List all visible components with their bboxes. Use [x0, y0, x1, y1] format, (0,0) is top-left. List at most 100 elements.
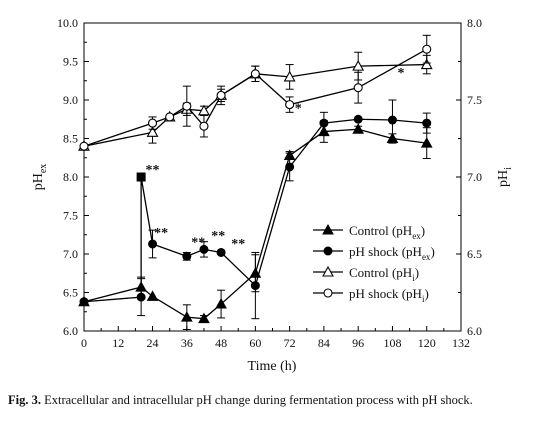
- series-layer: [78, 34, 433, 330]
- right-y-tick-label: 7.5: [467, 93, 482, 107]
- figure-caption: Fig. 3. Extracellular and intracellular …: [8, 392, 528, 408]
- data-point: [422, 44, 432, 54]
- caption-label: Fig. 3.: [8, 393, 41, 407]
- data-point: [353, 83, 363, 93]
- legend-label: pH shock (pHex): [349, 244, 435, 262]
- legend-label-close: ): [430, 244, 434, 259]
- legend-label-base: Control (pH: [349, 223, 412, 238]
- x-tick-label: 108: [383, 336, 401, 350]
- data-point: [250, 69, 260, 79]
- legend-label-close: ): [421, 223, 425, 238]
- data-point: [79, 297, 89, 307]
- legend-label-close: ): [424, 286, 428, 301]
- significance-marker: **: [231, 237, 245, 252]
- right-y-axis-title-sub: i: [503, 167, 514, 170]
- series-line: [83, 48, 428, 147]
- left-y-axis-title-sub: ex: [38, 164, 49, 173]
- data-point: [165, 112, 175, 122]
- data-point: [285, 100, 295, 110]
- x-tick-label: 96: [352, 336, 364, 350]
- data-point: [180, 311, 193, 322]
- data-point: [146, 290, 159, 301]
- legend-marker: [323, 288, 333, 298]
- legend-item: pH shock (pHi): [313, 286, 429, 304]
- series-1: [78, 120, 433, 330]
- legend-label-close: ): [415, 265, 419, 280]
- data-point: [420, 137, 433, 148]
- caption-text: Extracellular and intracellular pH chang…: [44, 393, 473, 407]
- annotations: ****** ******: [146, 66, 405, 252]
- data-point: [79, 141, 89, 151]
- right-y-tick-label: 6.0: [467, 324, 482, 338]
- data-point: [198, 312, 210, 324]
- data-point: [199, 121, 209, 131]
- legend-label-sub: i: [422, 294, 425, 304]
- right-y-axis-title-base: pH: [496, 170, 511, 187]
- legend-label-base: Control (pH: [349, 265, 412, 280]
- x-tick-label: 12: [112, 336, 124, 350]
- left-y-tick-label: 7.5: [63, 209, 78, 223]
- data-point: [353, 114, 363, 124]
- left-y-axis-title-base: pH: [31, 173, 46, 190]
- x-tick-label: 0: [81, 336, 87, 350]
- x-tick-label: 36: [181, 336, 193, 350]
- left-y-axis: 6.0 6.5 7.0 7.5 8.0 8.5 9.0 9.5 10.0: [57, 16, 89, 338]
- right-y-axis: 6.0 6.5 7.0 7.5 8.0: [456, 16, 482, 338]
- data-point: [216, 90, 226, 100]
- left-y-tick-label: 9.5: [63, 55, 78, 69]
- legend-item: pH shock (pHex): [313, 244, 435, 262]
- data-point: [352, 59, 365, 71]
- data-point: [352, 123, 365, 134]
- data-point: [182, 251, 192, 261]
- legend-label: Control (pHex): [349, 223, 425, 241]
- data-point: [283, 70, 296, 82]
- data-point: [319, 118, 329, 128]
- x-tick-label: 60: [249, 336, 261, 350]
- right-y-tick-label: 7.0: [467, 170, 482, 184]
- legend-label: pH shock (pHi): [349, 286, 429, 304]
- legend-item: Control (pHi): [313, 265, 419, 283]
- x-axis-title: Time (h): [248, 359, 297, 374]
- ph-chart: 0 12 24 36 48 60 72 84 96 108 120 132 6.0 6.5 7.0 7.5 8…: [31, 16, 514, 374]
- significance-marker: **: [211, 229, 225, 244]
- legend-marker: [323, 246, 333, 256]
- left-y-tick-label: 6.0: [63, 324, 78, 338]
- right-y-tick-label: 6.5: [467, 247, 482, 261]
- left-y-tick-label: 8.5: [63, 132, 78, 146]
- data-point: [387, 115, 397, 125]
- legend-marker: [322, 223, 334, 235]
- data-point: [198, 104, 210, 116]
- x-tick-label: 24: [147, 336, 159, 350]
- legend-label: Control (pHi): [349, 265, 419, 283]
- data-point: [285, 162, 295, 172]
- x-tick-label: 132: [452, 336, 470, 350]
- legend-label-sub: ex: [412, 231, 421, 241]
- x-tick-label: 48: [215, 336, 227, 350]
- right-y-tick-label: 8.0: [467, 16, 482, 30]
- significance-marker: **: [146, 163, 160, 178]
- series-2: [79, 99, 432, 320]
- data-point: [420, 58, 433, 70]
- x-tick-label: 84: [318, 336, 330, 350]
- legend-marker: [322, 265, 334, 277]
- left-y-tick-label: 8.0: [63, 170, 78, 184]
- data-point: [136, 172, 146, 182]
- left-y-tick-label: 7.0: [63, 247, 78, 261]
- legend-label-sub: i: [412, 273, 415, 283]
- right-y-axis-title: pHi: [496, 167, 514, 187]
- significance-marker: *: [295, 101, 302, 116]
- data-point: [147, 118, 158, 128]
- significance-marker: **: [154, 226, 168, 241]
- left-y-tick-label: 9.0: [63, 93, 78, 107]
- data-point: [216, 247, 226, 257]
- significance-marker: **: [191, 235, 205, 250]
- legend: Control (pHex)pH shock (pHex)Control (pH…: [313, 223, 435, 304]
- significance-marker: *: [398, 66, 405, 81]
- data-point: [215, 298, 227, 309]
- left-y-tick-label: 10.0: [57, 16, 78, 30]
- legend-label-sub: ex: [422, 252, 431, 262]
- data-point: [148, 239, 158, 249]
- data-point: [136, 292, 146, 302]
- series-4: [79, 34, 432, 151]
- data-point: [199, 244, 209, 254]
